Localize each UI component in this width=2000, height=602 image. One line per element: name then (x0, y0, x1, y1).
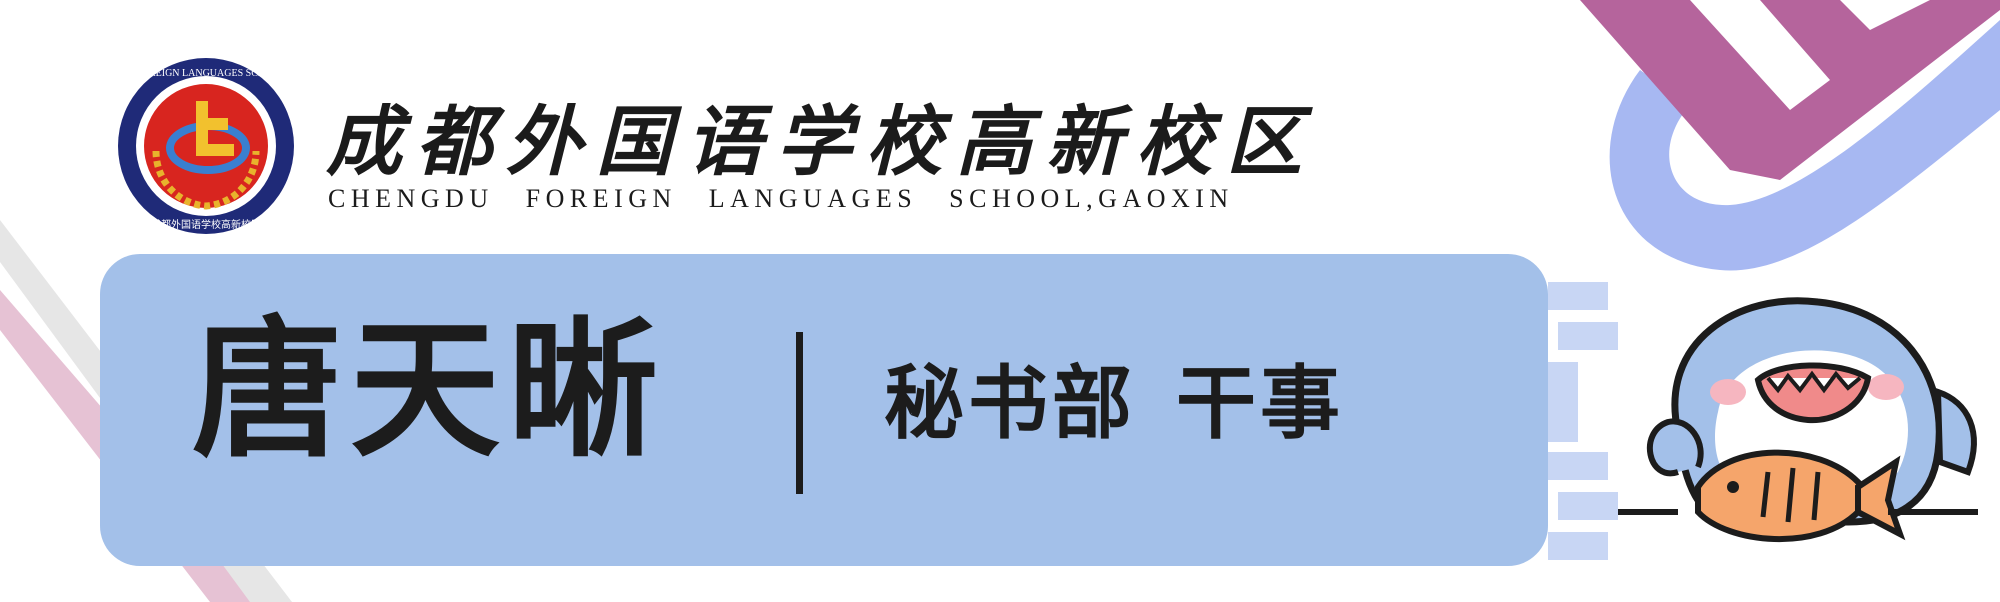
decorative-bars (1548, 282, 1618, 560)
logo-ring-top-text: CHENGDU FOREIGN LANGUAGES SCHOOL GAOXIN (116, 68, 296, 79)
school-name-cn: 成都外国语学校高新校区 (326, 97, 1316, 186)
department-label: 秘书部 (884, 357, 1136, 450)
top-right-purple-shape (1580, 0, 2000, 180)
school-name-en: CHENGDU FOREIGN LANGUAGES SCHOOL,GAOXIN (328, 184, 1234, 213)
position-label: 干事 (1176, 357, 1344, 450)
person-name: 唐天晰 (192, 304, 667, 478)
name-card: 唐天晰 秘书部 干事 (100, 254, 1548, 566)
school-logo: CHENGDU FOREIGN LANGUAGES SCHOOL GAOXIN … (116, 58, 296, 234)
top-right-blue-ribbon (1609, 20, 2000, 271)
vertical-divider (796, 332, 803, 494)
role-text: 秘书部 干事 (884, 364, 1344, 444)
shark-mascot-illustration (1618, 297, 1978, 542)
logo-ring-bottom-text: 成都外国语学校高新校区 (151, 218, 261, 231)
